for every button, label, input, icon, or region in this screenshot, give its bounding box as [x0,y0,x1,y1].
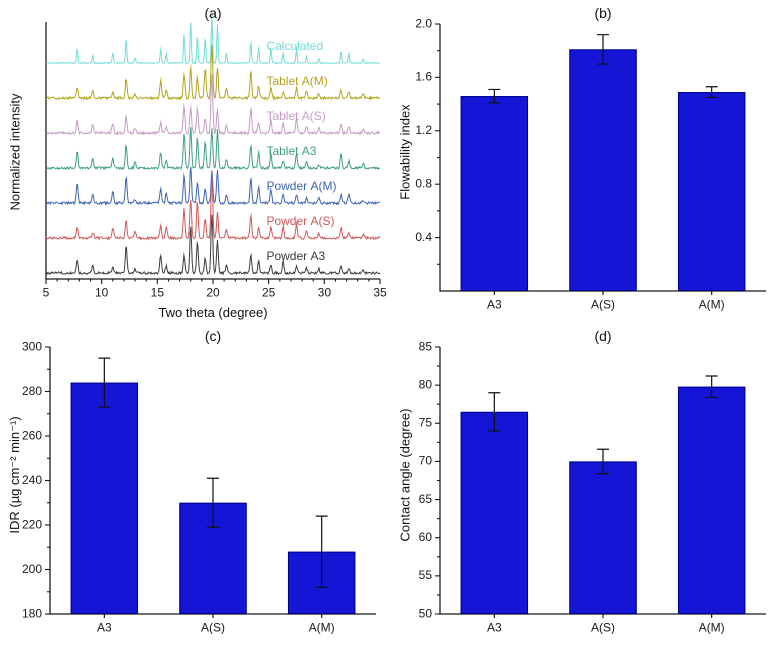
panel-a-title: (a) [204,5,222,21]
panel-a: (a) Normalized intensity Two theta (degr… [0,0,390,323]
panel-d-ylabel: Contact angle (degree) [397,408,413,542]
panel-d: (d) Contact angle (degree) [390,323,780,646]
panel-d-bar-canvas [390,323,780,646]
panel-a-xrd-canvas [0,0,390,323]
panel-a-xlabel: Two theta (degree) [158,305,268,320]
panel-c-ylabel: IDR (µg cm⁻² min⁻¹) [7,416,22,534]
panel-d-title: (d) [594,328,612,344]
panel-c: (c) IDR (µg cm⁻² min⁻¹) [0,323,390,646]
panel-a-ylabel: Normalized intensity [7,93,23,211]
panel-c-title: (c) [204,328,222,344]
panel-b-bar-canvas [390,0,780,323]
panel-c-bar-canvas [0,323,390,646]
panel-b-ylabel: Flowability index [397,104,413,200]
panel-b-title: (b) [594,5,612,21]
panel-b: (b) Flowability index [390,0,780,323]
